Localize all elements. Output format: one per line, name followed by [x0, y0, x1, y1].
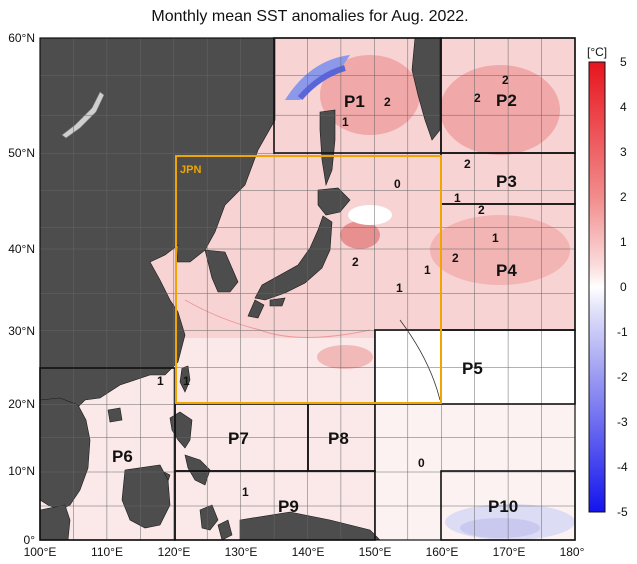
- contour-label: 2: [502, 73, 509, 87]
- contour-label: 1: [454, 191, 461, 205]
- colorbar-tick: 2: [620, 190, 627, 204]
- contour-label: 2: [478, 203, 485, 217]
- map-frame: [39, 37, 576, 541]
- region-label-p6: P6: [112, 447, 133, 466]
- colorbar-tick: 3: [620, 145, 627, 159]
- jpn-label: JPN: [180, 164, 201, 176]
- x-axis-labels: 100°E 110°E 120°E 130°E 140°E 150°E 160°…: [24, 545, 585, 559]
- region-label-p4: P4: [496, 261, 517, 280]
- contour-label: 2: [474, 91, 481, 105]
- contour-label: 0: [418, 456, 425, 470]
- y-tick: 10°N: [8, 464, 35, 478]
- region-label-p1: P1: [344, 92, 365, 111]
- colorbar-tick: -5: [617, 505, 628, 519]
- contour-label: 2: [452, 251, 459, 265]
- region-label-p7: P7: [228, 429, 249, 448]
- y-tick: 30°N: [8, 324, 35, 338]
- x-tick: 180°: [560, 545, 585, 559]
- y-tick: 40°N: [8, 242, 35, 256]
- colorbar-tick: 0: [620, 280, 627, 294]
- contour-label: 2: [352, 255, 359, 269]
- contour-label: 1: [424, 263, 431, 277]
- x-tick: 140°E: [292, 545, 325, 559]
- region-label-p9: P9: [278, 497, 299, 516]
- region-labels: P1 P2 P3 P4 P5 P6 P7 P8 P9 P10 JPN: [112, 91, 518, 516]
- y-tick: 60°N: [8, 31, 35, 45]
- colorbar-tick: 5: [620, 55, 627, 69]
- region-label-p10: P10: [488, 497, 518, 516]
- x-tick: 170°E: [493, 545, 526, 559]
- region-label-p2: P2: [496, 91, 517, 110]
- contour-label: 1: [342, 115, 349, 129]
- x-tick: 100°E: [24, 545, 57, 559]
- y-tick: 0°: [24, 533, 36, 547]
- colorbar-tick: -2: [617, 370, 628, 384]
- map-title: Monthly mean SST anomalies for Aug. 2022…: [151, 8, 469, 25]
- colorbar-tick: 4: [620, 100, 627, 114]
- contour-label: 1: [242, 485, 249, 499]
- y-tick: 50°N: [8, 146, 35, 160]
- colorbar: [588, 61, 606, 513]
- colorbar-tick: 1: [620, 235, 627, 249]
- region-label-p3: P3: [496, 172, 517, 191]
- colorbar-tick: -4: [617, 460, 628, 474]
- land: [40, 38, 441, 540]
- y-axis-labels: 60°N 50°N 40°N 30°N 20°N 10°N 0°: [8, 31, 35, 547]
- colorbar-tick: -1: [617, 325, 628, 339]
- contour-label: 1: [183, 374, 190, 388]
- colorbar-unit: [°C]: [587, 45, 607, 59]
- contour-label: 2: [384, 95, 391, 109]
- region-label-p5: P5: [462, 359, 483, 378]
- x-tick: 150°E: [359, 545, 392, 559]
- contour-labels: 2 1 2 2 2 2 0 1 2 1 1 2 1 1 0 1 1: [157, 73, 509, 499]
- y-tick: 20°N: [8, 397, 35, 411]
- x-tick: 130°E: [225, 545, 258, 559]
- contour-label: 1: [157, 374, 164, 388]
- contour-label: 0: [394, 177, 401, 191]
- jpn-region-box: [175, 155, 442, 404]
- contour-label: 1: [492, 231, 499, 245]
- contour-label: 1: [396, 281, 403, 295]
- region-label-p8: P8: [328, 429, 349, 448]
- colorbar-tick: -3: [617, 415, 628, 429]
- x-tick: 110°E: [91, 545, 123, 559]
- x-tick: 120°E: [158, 545, 191, 559]
- colorbar-ticks: 5 4 3 2 1 0 -1 -2 -3 -4 -5: [617, 55, 628, 519]
- contour-label: 2: [464, 157, 471, 171]
- x-tick: 160°E: [426, 545, 459, 559]
